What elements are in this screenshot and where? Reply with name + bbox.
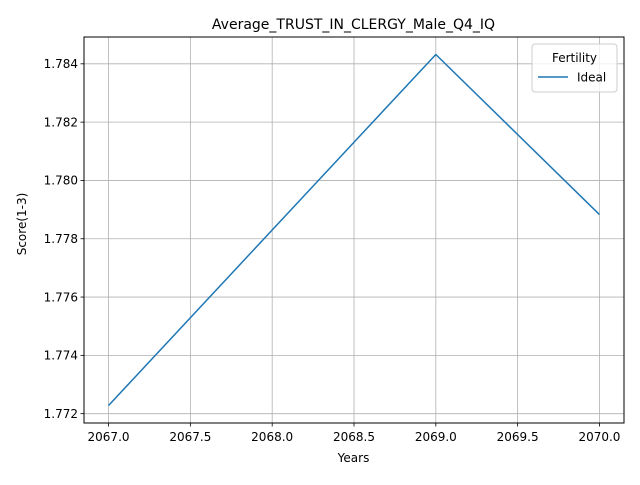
series-line-ideal <box>108 53 600 407</box>
series-layer <box>108 53 600 407</box>
y-tick-label: 1.778 <box>44 232 78 246</box>
x-tick-label: 2068.0 <box>251 430 293 444</box>
axis-ticks: 2067.0 2067.5 2068.0 2068.5 2069.0 2069.5 2070… <box>44 57 621 444</box>
y-tick-label: 1.774 <box>44 349 78 363</box>
x-tick-label: 2069.5 <box>497 430 539 444</box>
y-axis-label: Score(1-3) <box>15 193 29 256</box>
chart-title: Average_TRUST_IN_CLERGY_Male_Q4_IQ <box>212 17 495 33</box>
legend-box <box>531 43 618 93</box>
legend: Fertility Ideal <box>531 43 618 93</box>
x-tick-label: 2067.5 <box>169 430 211 444</box>
legend-label-ideal: Ideal <box>577 71 606 85</box>
x-tick-label: 2070.0 <box>578 430 620 444</box>
x-tick-label: 2067.0 <box>88 430 130 444</box>
y-tick-label: 1.772 <box>44 407 78 421</box>
y-tick-label: 1.782 <box>44 115 78 129</box>
x-tick-label: 2069.0 <box>415 430 457 444</box>
x-axis-label: Years <box>337 451 370 465</box>
legend-title: Fertility <box>552 51 597 65</box>
y-tick-label: 1.780 <box>44 174 78 188</box>
x-tick-label: 2068.5 <box>333 430 375 444</box>
y-tick-label: 1.784 <box>44 57 78 71</box>
y-tick-label: 1.776 <box>44 290 78 304</box>
